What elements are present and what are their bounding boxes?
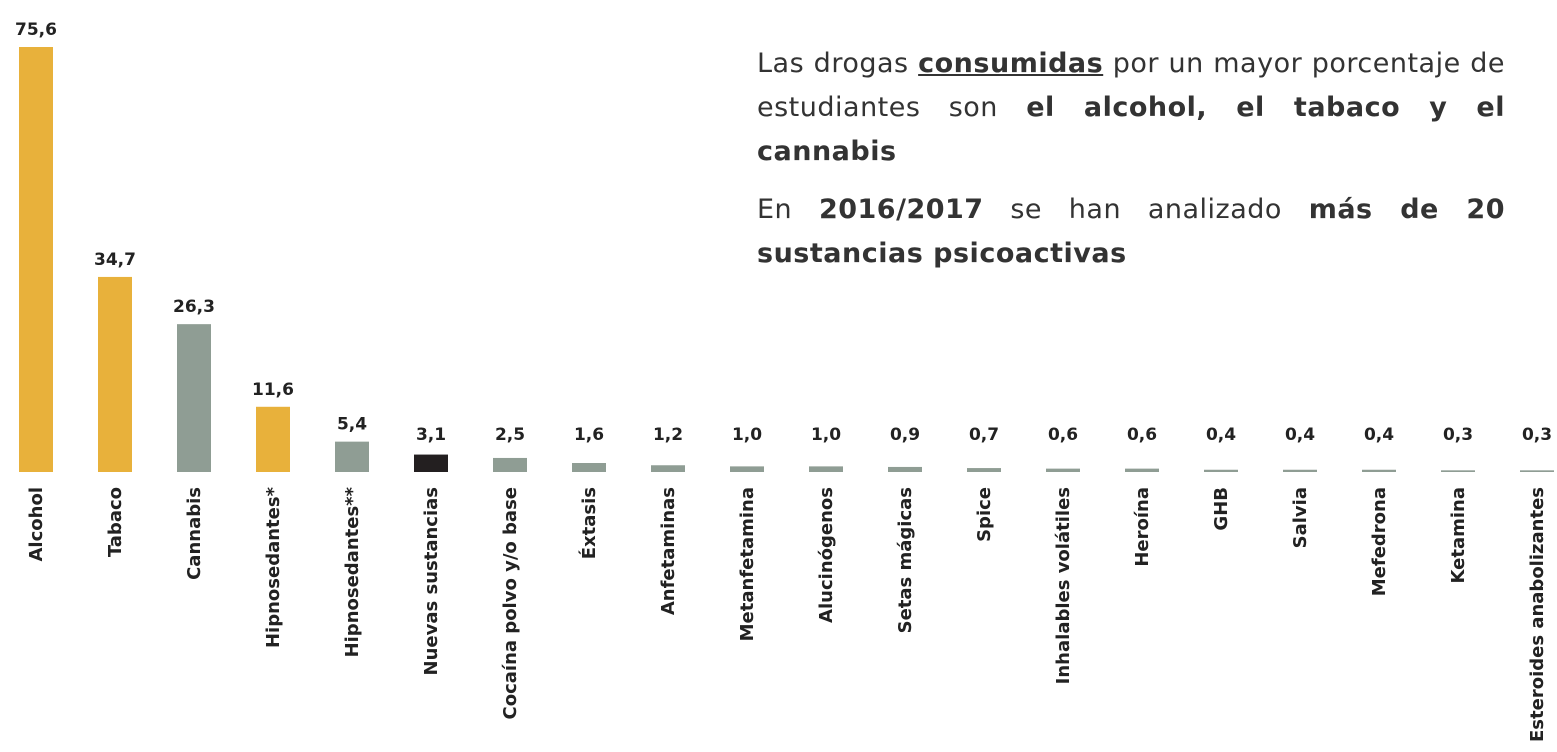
note-text: el alcohol, el tabaco y el cannabis <box>757 92 1505 167</box>
category-label: Anfetaminas <box>658 487 679 615</box>
category-label: Setas mágicas <box>895 487 916 633</box>
bar <box>888 466 922 472</box>
category-label: Nuevas sustancias <box>421 487 442 675</box>
bar <box>730 466 764 472</box>
annotation: Las drogas consumidas por un mayor porce… <box>757 42 1505 290</box>
note-text: 2016/2017 <box>818 194 984 225</box>
bar <box>1204 469 1238 472</box>
bar <box>1362 469 1396 472</box>
annotation-paragraph: En 2016/2017 se han analizado más de 20 … <box>757 188 1505 276</box>
bar <box>1441 470 1475 472</box>
category-label: Esteroides anabolizantes <box>1527 487 1548 742</box>
bar <box>1520 470 1554 472</box>
category-label: Metanfetamina <box>737 487 758 641</box>
value-label: 0,7 <box>969 425 999 445</box>
bar <box>967 468 1001 472</box>
value-label: 0,4 <box>1206 425 1236 445</box>
value-label: 1,6 <box>574 425 604 445</box>
category-label: Spice <box>974 487 995 542</box>
value-label: 75,6 <box>15 20 57 40</box>
bar <box>809 466 843 472</box>
value-label: 1,2 <box>653 425 683 445</box>
category-label: Mefedrona <box>1369 487 1390 596</box>
note-text: consumidas <box>918 48 1104 79</box>
value-label: 5,4 <box>337 415 367 435</box>
bar <box>256 406 290 472</box>
category-label: Cocaína polvo y/o base <box>500 487 521 719</box>
value-label: 0,3 <box>1522 425 1552 445</box>
annotation-paragraph: Las drogas consumidas por un mayor porce… <box>757 42 1505 174</box>
category-label: Inhalables volátiles <box>1053 487 1074 684</box>
value-label: 0,6 <box>1127 425 1157 445</box>
bar <box>177 324 211 472</box>
category-label: Alcohol <box>26 487 47 562</box>
bar <box>19 47 53 472</box>
value-label: 1,0 <box>732 425 762 445</box>
category-label: Salvia <box>1290 487 1311 548</box>
value-label: 0,4 <box>1364 425 1394 445</box>
value-label: 3,1 <box>416 425 446 445</box>
bar <box>1046 468 1080 472</box>
bar <box>651 465 685 472</box>
note-text: más de 20 sustancias psicoactivas <box>757 194 1505 269</box>
note-text: Las drogas <box>757 48 919 79</box>
value-label: 26,3 <box>173 297 215 317</box>
category-label: Heroína <box>1132 487 1153 567</box>
value-label: 0,9 <box>890 425 920 445</box>
category-label: Cannabis <box>184 487 205 580</box>
category-label: Hipnosedantes** <box>342 486 363 657</box>
value-label: 11,6 <box>252 380 294 400</box>
category-label: Hipnosedantes* <box>263 486 284 648</box>
bar <box>335 441 369 472</box>
bar <box>1125 468 1159 472</box>
value-label: 2,5 <box>495 425 525 445</box>
note-text: En <box>757 194 819 225</box>
category-label: Ketamina <box>1448 487 1469 583</box>
bar <box>493 457 527 472</box>
value-label: 0,4 <box>1285 425 1315 445</box>
note-text: se han analizado <box>983 194 1309 225</box>
bar <box>414 454 448 472</box>
value-label: 1,0 <box>811 425 841 445</box>
value-label: 0,3 <box>1443 425 1473 445</box>
note-text: por un mayor porcentaje de estudiantes s… <box>757 48 1505 123</box>
category-label: GHB <box>1211 487 1232 531</box>
bar <box>572 463 606 472</box>
category-label: Tabaco <box>105 487 126 557</box>
value-label: 0,6 <box>1048 425 1078 445</box>
value-label: 34,7 <box>94 250 136 270</box>
category-label: Alucinógenos <box>816 487 837 623</box>
bar <box>98 276 132 472</box>
category-label: Éxtasis <box>578 487 600 559</box>
bar <box>1283 469 1317 472</box>
